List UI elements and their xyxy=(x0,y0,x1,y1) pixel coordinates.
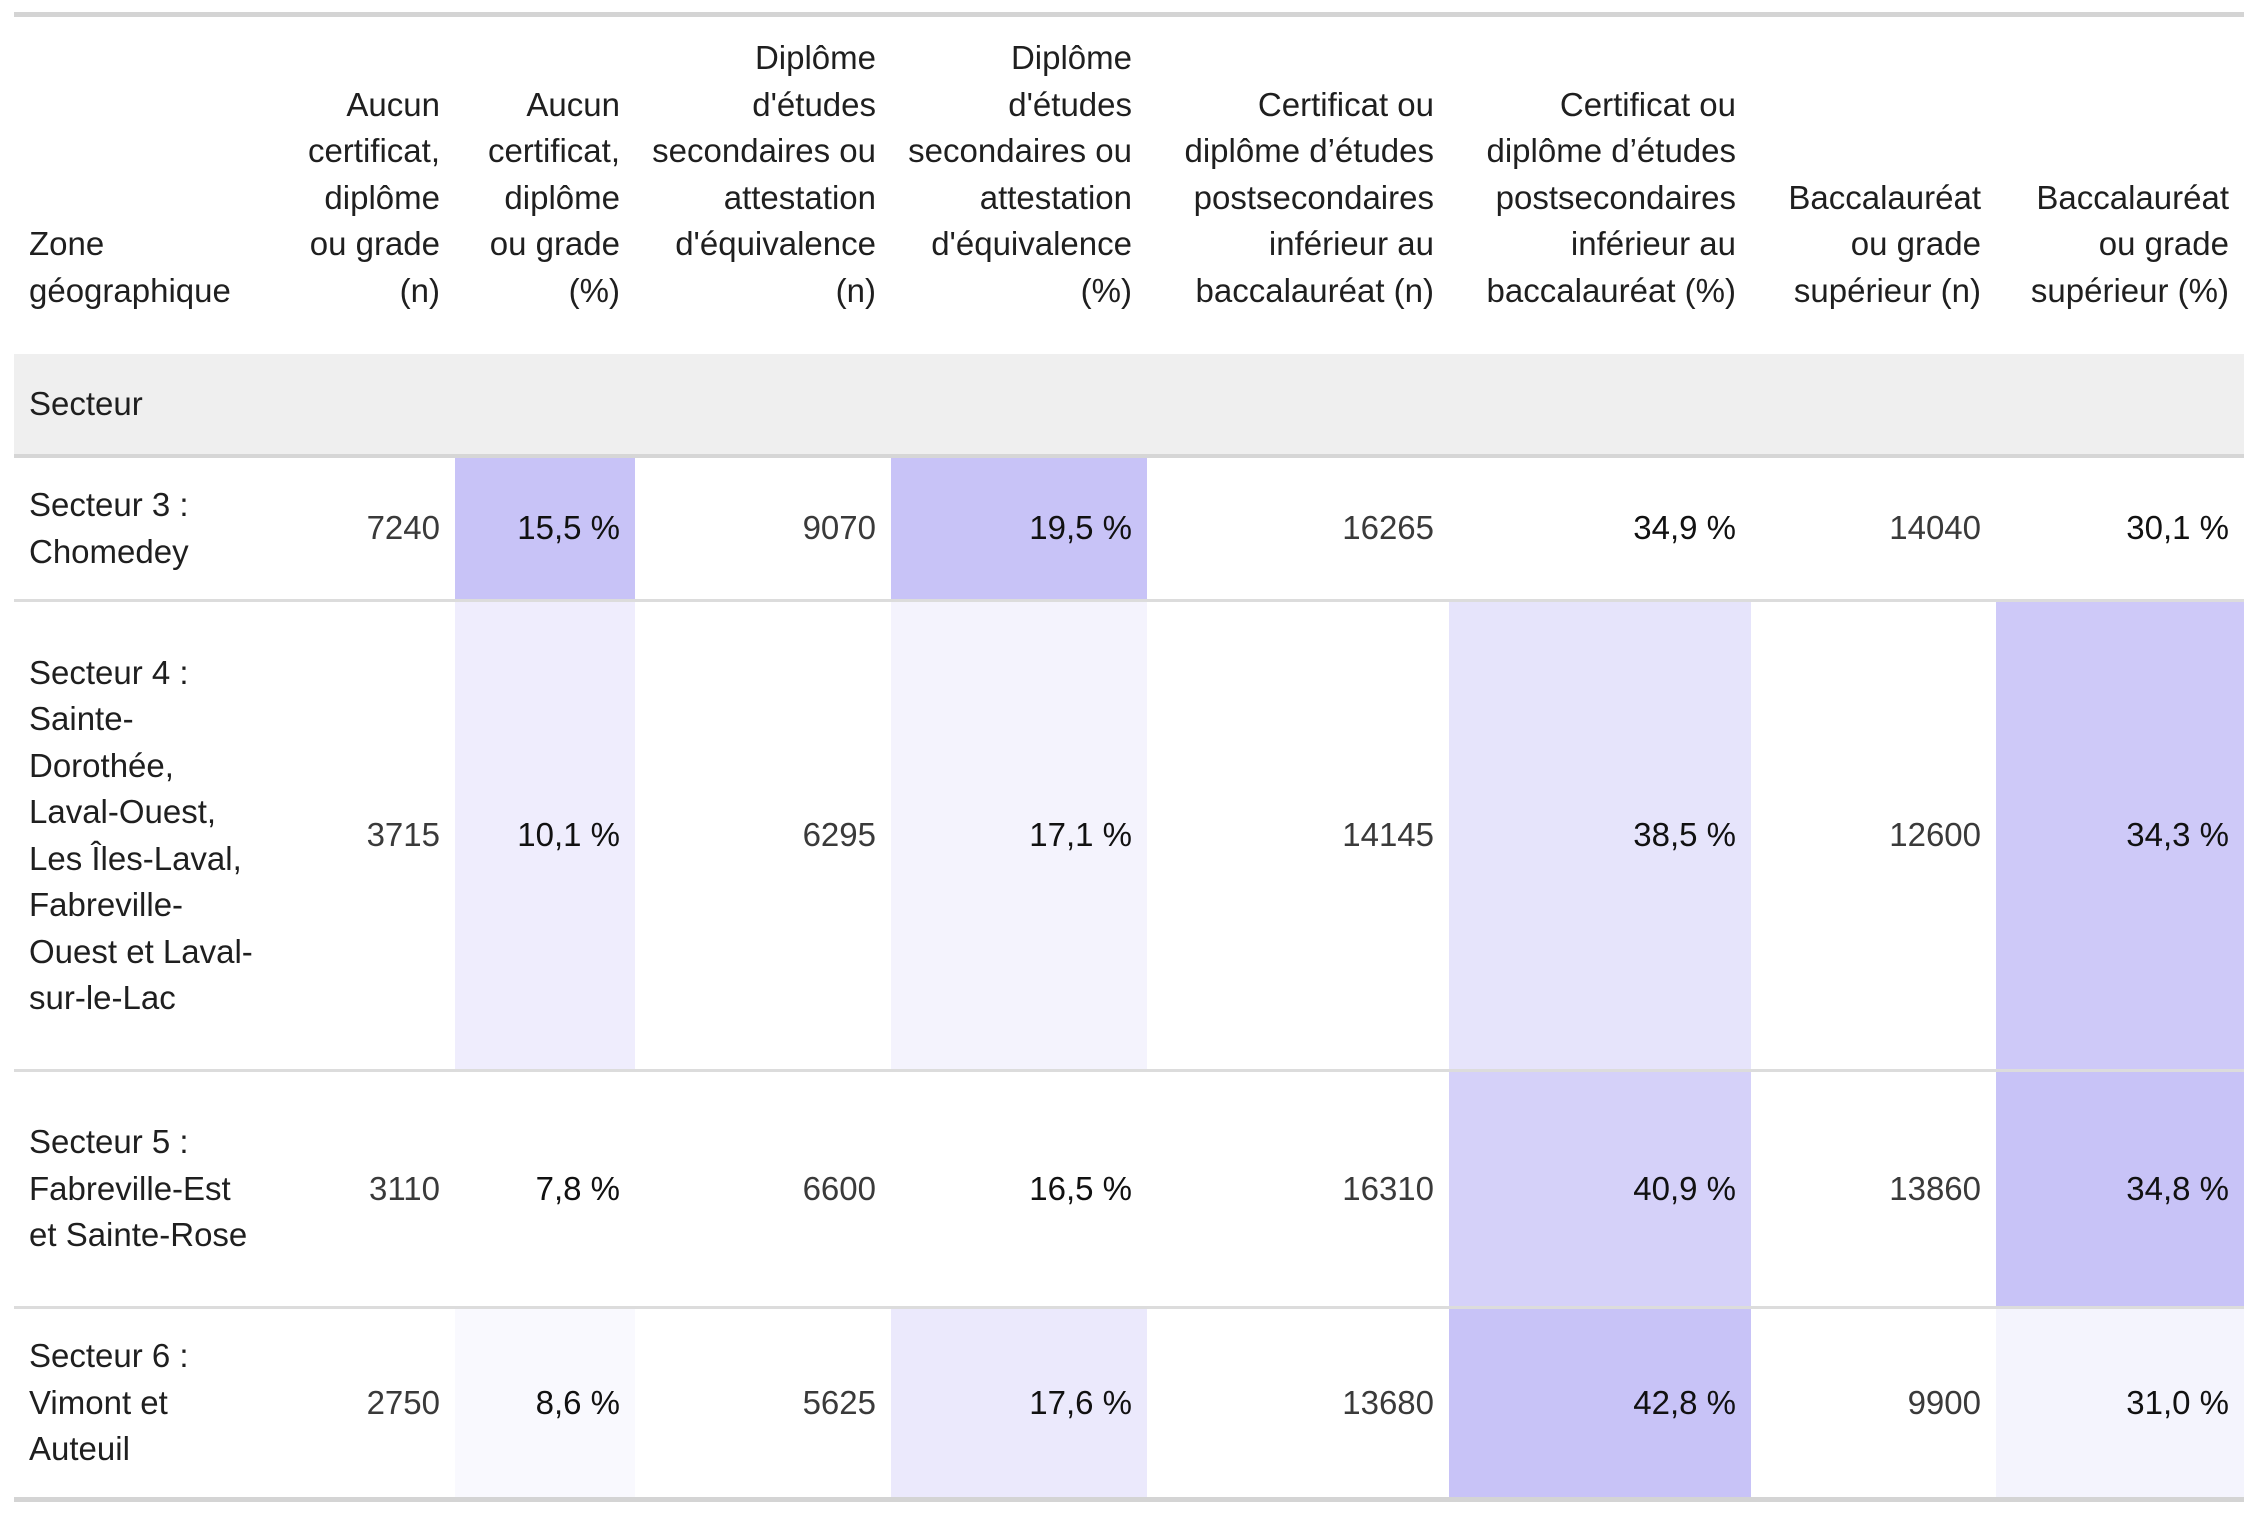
count-cell: 2750 xyxy=(275,1307,455,1502)
percent-cell: 19,5 % xyxy=(891,456,1147,602)
column-header-zone: Zone géographique xyxy=(14,12,275,354)
count-cell: 3715 xyxy=(275,600,455,1072)
column-header-bachelor-pct: Baccalauréat ou grade supérieur (%) xyxy=(1996,12,2244,354)
section-row: Secteur xyxy=(14,354,2244,458)
count-cell: 7240 xyxy=(275,456,455,602)
table-row: Secteur 5 : Fabreville-Est et Sainte-Ros… xyxy=(14,1070,2244,1309)
percent-cell: 42,8 % xyxy=(1449,1307,1751,1502)
percent-cell: 40,9 % xyxy=(1449,1070,1751,1309)
zone-cell: Secteur 6 : Vimont et Auteuil xyxy=(14,1307,275,1502)
column-header-none-pct: Aucun certificat, diplôme ou grade (%) xyxy=(455,12,635,354)
zone-cell: Secteur 3 : Chomedey xyxy=(14,456,275,602)
percent-cell: 31,0 % xyxy=(1996,1307,2244,1502)
header-row: Zone géographique Aucun certificat, dipl… xyxy=(14,12,2244,354)
table-row: Secteur 4 : Sainte-Dorothée, Laval-Ouest… xyxy=(14,600,2244,1072)
table-row: Secteur 3 : Chomedey 7240 15,5 % 9070 19,5 %… xyxy=(14,456,2244,602)
count-cell: 16310 xyxy=(1147,1070,1449,1309)
column-header-postsecondary-pct: Certificat ou diplôme d’études postsecon… xyxy=(1449,12,1751,354)
percent-cell: 38,5 % xyxy=(1449,600,1751,1072)
column-header-secondary-pct: Diplôme d'études secondaires ou attestat… xyxy=(891,12,1147,354)
percent-cell: 30,1 % xyxy=(1996,456,2244,602)
count-cell: 5625 xyxy=(635,1307,891,1502)
data-table: Zone géographique Aucun certificat, dipl… xyxy=(14,12,2244,1502)
count-cell: 9900 xyxy=(1751,1307,1996,1502)
percent-cell: 7,8 % xyxy=(455,1070,635,1309)
table-container: Zone géographique Aucun certificat, dipl… xyxy=(14,12,2244,1502)
count-cell: 14040 xyxy=(1751,456,1996,602)
percent-cell: 10,1 % xyxy=(455,600,635,1072)
count-cell: 9070 xyxy=(635,456,891,602)
count-cell: 16265 xyxy=(1147,456,1449,602)
percent-cell: 17,1 % xyxy=(891,600,1147,1072)
percent-cell: 15,5 % xyxy=(455,456,635,602)
percent-cell: 8,6 % xyxy=(455,1307,635,1502)
count-cell: 13680 xyxy=(1147,1307,1449,1502)
column-header-bachelor-n: Baccalauréat ou grade supérieur (n) xyxy=(1751,12,1996,354)
count-cell: 6600 xyxy=(635,1070,891,1309)
percent-cell: 34,9 % xyxy=(1449,456,1751,602)
table-row: Secteur 6 : Vimont et Auteuil 2750 8,6 % 56… xyxy=(14,1307,2244,1502)
percent-cell: 16,5 % xyxy=(891,1070,1147,1309)
column-header-postsecondary-n: Certificat ou diplôme d’études postsecon… xyxy=(1147,12,1449,354)
count-cell: 6295 xyxy=(635,600,891,1072)
count-cell: 13860 xyxy=(1751,1070,1996,1309)
count-cell: 12600 xyxy=(1751,600,1996,1072)
column-header-none-n: Aucun certificat, diplôme ou grade (n) xyxy=(275,12,455,354)
percent-cell: 17,6 % xyxy=(891,1307,1147,1502)
count-cell: 3110 xyxy=(275,1070,455,1309)
zone-cell: Secteur 5 : Fabreville-Est et Sainte-Ros… xyxy=(14,1070,275,1309)
column-header-secondary-n: Diplôme d'études secondaires ou attestat… xyxy=(635,12,891,354)
zone-cell: Secteur 4 : Sainte-Dorothée, Laval-Ouest… xyxy=(14,600,275,1072)
section-label: Secteur xyxy=(14,354,2244,458)
count-cell: 14145 xyxy=(1147,600,1449,1072)
percent-cell: 34,3 % xyxy=(1996,600,2244,1072)
percent-cell: 34,8 % xyxy=(1996,1070,2244,1309)
